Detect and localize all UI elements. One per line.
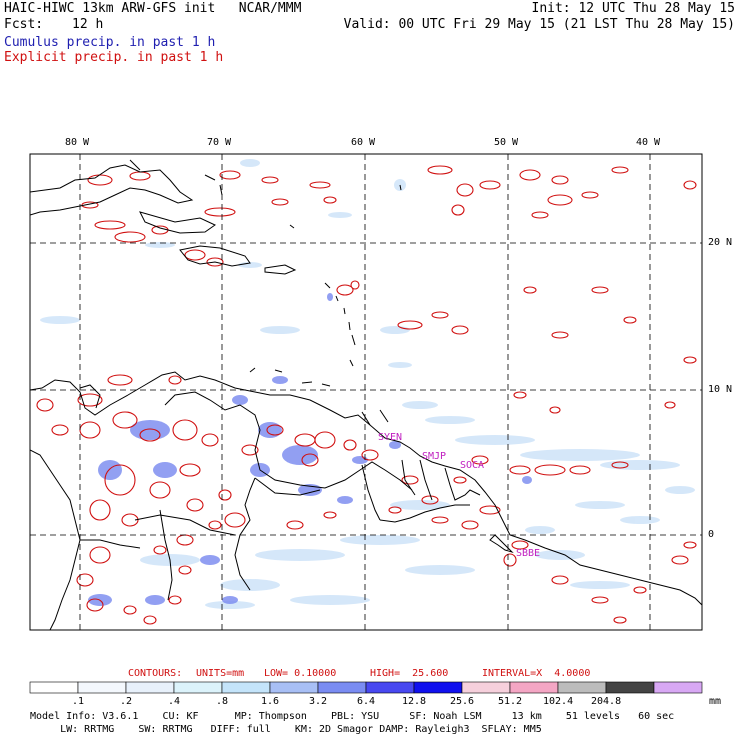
lat-lon-grid — [30, 154, 702, 630]
model-info-line2: LW: RRTMG SW: RRTMG DIFF: full KM: 2D Sm… — [30, 724, 542, 735]
contours-interval: INTERVAL=X 4.0000 — [482, 668, 591, 679]
map-title: HAIC-HIWC 13km ARW-GFS init NCAR/MMM — [4, 1, 302, 16]
contours-label: CONTOURS: — [128, 668, 183, 679]
cumulus-moderate-shading — [88, 293, 532, 606]
colorbar-label: 25.6 — [450, 696, 475, 707]
station-syen: SYEN — [378, 432, 403, 443]
lon-label-70w: 70 W — [207, 137, 232, 148]
colorbar-label: .4 — [168, 696, 181, 707]
lon-label-50w: 50 W — [494, 137, 519, 148]
forecast-label: Fcst: — [4, 17, 44, 32]
lat-label-10n: 10 N — [708, 384, 733, 395]
colorbar-label: 3.2 — [309, 696, 328, 707]
colorbar-label: 51.2 — [498, 696, 523, 707]
map-frame — [29, 153, 703, 631]
lon-label-60w: 60 W — [351, 137, 376, 148]
colorbar-label: 102.4 — [543, 696, 574, 707]
cumulus-legend: Cumulus precip. in past 1 h — [4, 35, 216, 50]
lon-label-80w: 80 W — [65, 137, 90, 148]
colorbar-label: .8 — [216, 696, 229, 707]
colorbar-label: .2 — [120, 696, 133, 707]
lon-label-40w: 40 W — [636, 137, 661, 148]
coastlines — [30, 159, 702, 630]
init-time: Init: 12 UTC Thu 28 May 15 — [531, 1, 736, 16]
station-smjp: SMJP — [422, 451, 447, 462]
cumulus-light-shading — [40, 159, 695, 609]
contours-low: LOW= 0.10000 — [264, 668, 337, 679]
colorbar-label: 6.4 — [357, 696, 376, 707]
colorbar-label: .1 — [72, 696, 85, 707]
colorbar-label: 12.8 — [402, 696, 427, 707]
lat-label-20n: 20 N — [708, 237, 733, 248]
contours-units: UNITS=mm — [196, 668, 245, 679]
colorbar-label: 204.8 — [591, 696, 622, 707]
explicit-precip-contours — [36, 165, 697, 625]
station-soca: SOCA — [460, 460, 485, 471]
explicit-legend: Explicit precip. in past 1 h — [4, 50, 224, 65]
colorbar-unit: mm — [709, 696, 722, 707]
valid-time: Valid: 00 UTC Fri 29 May 15 (21 LST Thu … — [343, 17, 735, 32]
station-sbbe: SBBE — [516, 548, 541, 559]
contours-high: HIGH= 25.600 — [370, 668, 449, 679]
lat-label-0: 0 — [708, 529, 715, 540]
colorbar-label: 1.6 — [261, 696, 280, 707]
forecast-hour: 12 h — [72, 17, 104, 32]
model-info-line1: Model Info: V3.6.1 CU: KF MP: Thompson P… — [30, 711, 675, 722]
